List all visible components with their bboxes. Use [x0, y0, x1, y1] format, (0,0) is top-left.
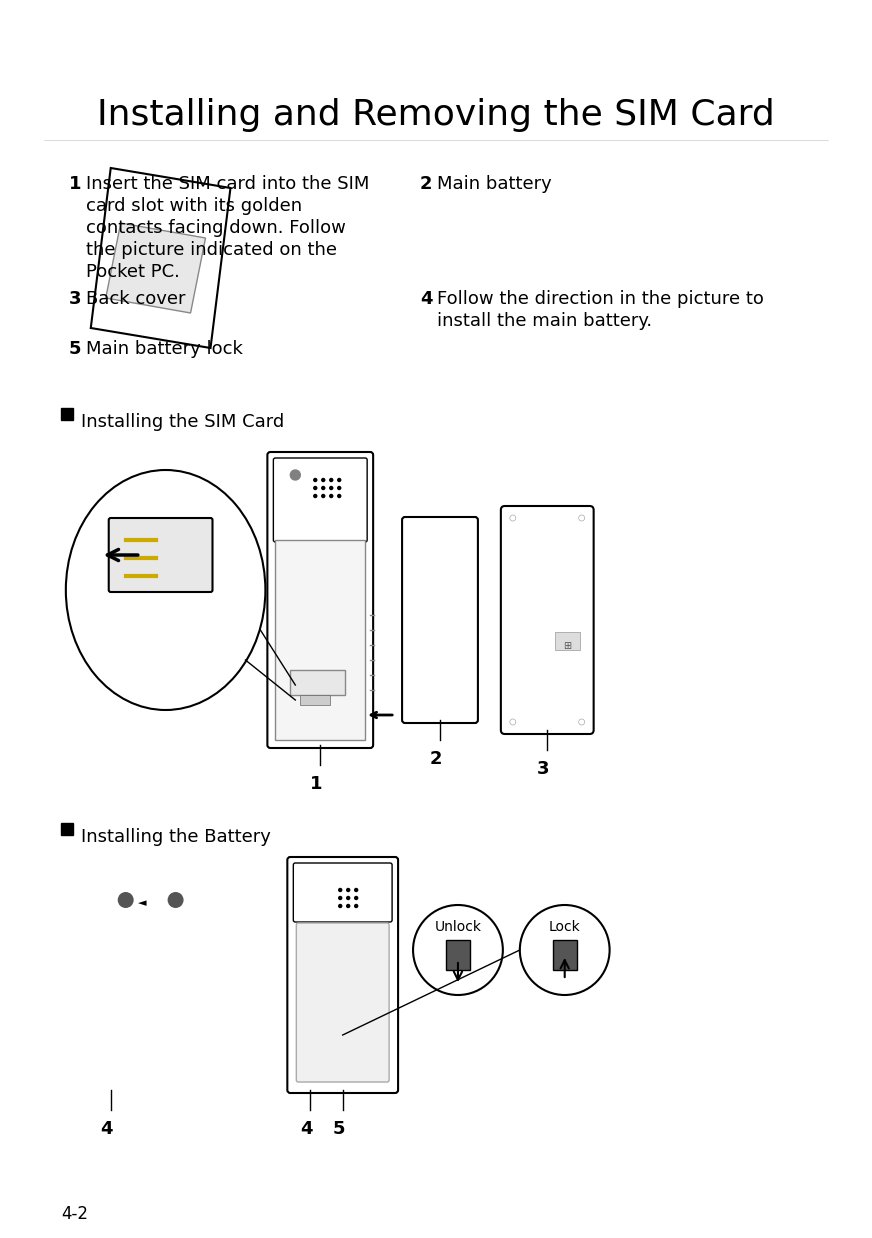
Circle shape [355, 905, 358, 907]
Polygon shape [106, 223, 206, 313]
Circle shape [314, 487, 317, 489]
Text: Installing and Removing the SIM Card: Installing and Removing the SIM Card [97, 98, 775, 132]
Circle shape [347, 896, 350, 900]
Bar [553, 940, 576, 971]
Text: 3: 3 [69, 290, 81, 308]
Text: the picture indicated on the: the picture indicated on the [85, 241, 337, 259]
Circle shape [579, 719, 584, 725]
Text: 4: 4 [300, 1120, 312, 1138]
Text: Unlock: Unlock [434, 920, 481, 933]
FancyBboxPatch shape [288, 857, 399, 1093]
Text: 3: 3 [537, 760, 549, 777]
Polygon shape [91, 168, 230, 348]
Text: 4-2: 4-2 [61, 1205, 88, 1223]
Circle shape [413, 905, 503, 995]
Ellipse shape [65, 470, 265, 711]
Circle shape [347, 905, 350, 907]
Bar [276, 540, 365, 740]
Text: 1: 1 [69, 175, 81, 193]
Text: ◄: ◄ [138, 898, 146, 907]
Circle shape [322, 487, 324, 489]
Bar [300, 695, 330, 704]
Circle shape [337, 487, 341, 489]
Text: contacts facing down. Follow: contacts facing down. Follow [85, 219, 345, 236]
FancyBboxPatch shape [293, 863, 392, 922]
Circle shape [338, 889, 342, 891]
Circle shape [510, 515, 516, 521]
Text: 1: 1 [310, 775, 323, 794]
Text: Main battery: Main battery [437, 175, 552, 193]
Circle shape [579, 515, 584, 521]
Text: card slot with its golden: card slot with its golden [85, 197, 302, 215]
Circle shape [314, 479, 317, 482]
Bar [61, 823, 73, 834]
Text: Installing the SIM Card: Installing the SIM Card [81, 413, 284, 431]
Text: Follow the direction in the picture to: Follow the direction in the picture to [437, 290, 764, 308]
Circle shape [520, 905, 610, 995]
Circle shape [322, 494, 324, 498]
Text: Main battery lock: Main battery lock [85, 340, 242, 358]
Circle shape [330, 494, 333, 498]
Text: ⊞: ⊞ [562, 641, 571, 651]
Bar [555, 633, 580, 650]
Circle shape [355, 889, 358, 891]
FancyBboxPatch shape [296, 924, 389, 1082]
Text: Back cover: Back cover [85, 290, 185, 308]
Text: 5: 5 [69, 340, 81, 358]
Circle shape [337, 479, 341, 482]
Text: 5: 5 [332, 1120, 345, 1138]
Circle shape [510, 719, 516, 725]
FancyBboxPatch shape [268, 452, 373, 748]
Circle shape [322, 479, 324, 482]
Text: 4: 4 [420, 290, 433, 308]
Circle shape [314, 494, 317, 498]
Text: Pocket PC.: Pocket PC. [85, 262, 180, 281]
FancyBboxPatch shape [273, 458, 367, 542]
Text: Insert the SIM card into the SIM: Insert the SIM card into the SIM [85, 175, 369, 193]
Text: 4: 4 [100, 1120, 113, 1138]
Circle shape [337, 494, 341, 498]
Circle shape [338, 905, 342, 907]
Text: Lock: Lock [548, 920, 581, 933]
Circle shape [355, 896, 358, 900]
Text: 2: 2 [430, 750, 442, 768]
FancyBboxPatch shape [501, 506, 594, 734]
Text: install the main battery.: install the main battery. [437, 312, 652, 331]
Bar [446, 940, 470, 971]
Text: 2: 2 [420, 175, 433, 193]
Circle shape [118, 893, 133, 907]
FancyBboxPatch shape [109, 517, 213, 592]
Bar [61, 409, 73, 420]
Circle shape [347, 889, 350, 891]
Circle shape [290, 470, 300, 480]
Circle shape [167, 893, 184, 907]
Bar [290, 670, 345, 695]
Circle shape [338, 896, 342, 900]
Circle shape [330, 487, 333, 489]
FancyBboxPatch shape [402, 517, 478, 723]
Circle shape [330, 479, 333, 482]
Text: Installing the Battery: Installing the Battery [81, 828, 270, 846]
